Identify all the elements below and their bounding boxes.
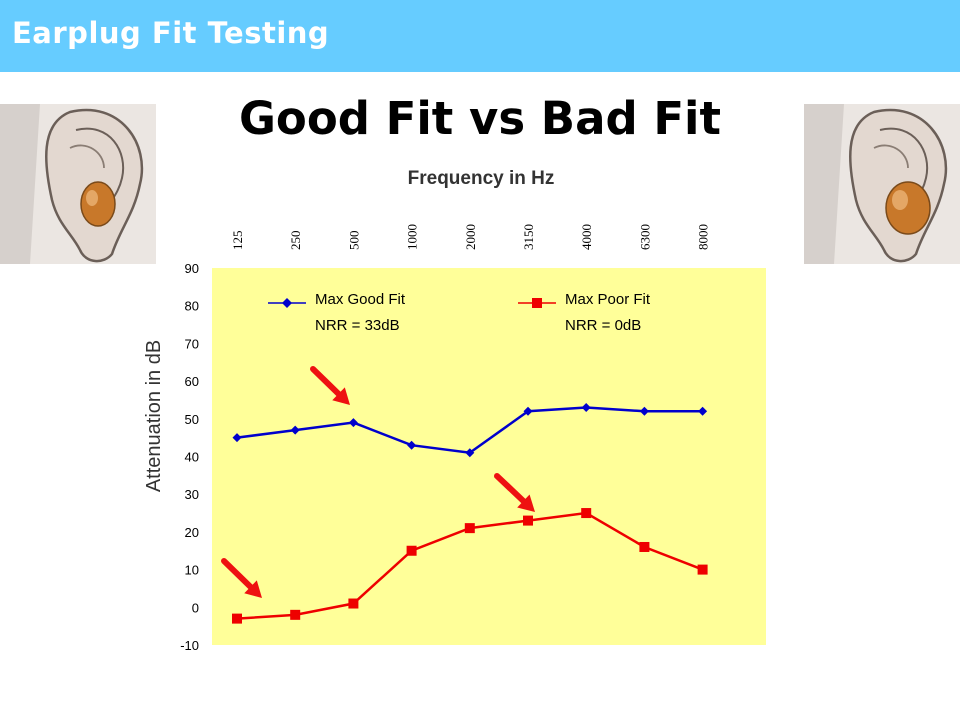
data-point (232, 613, 242, 624)
x-tick-label: 4000 (579, 224, 594, 250)
legend-marker (532, 298, 542, 308)
y-tick-label: 60 (185, 374, 199, 389)
plot-area (212, 268, 766, 645)
data-point (639, 541, 650, 552)
data-point (290, 609, 301, 620)
data-point (348, 598, 359, 609)
y-tick-label: 30 (185, 487, 199, 502)
y-tick-labels: 90 80 70 60 50 40 30 20 10 0 -10 (180, 261, 199, 653)
arrow-icon (494, 473, 535, 512)
header-bar: Earplug Fit Testing (0, 0, 960, 72)
header-title: Earplug Fit Testing (12, 16, 330, 50)
x-tick-label: 250 (288, 231, 303, 251)
x-tick-label: 125 (230, 231, 245, 251)
y-tick-label: 70 (185, 336, 199, 351)
data-point (290, 425, 300, 435)
data-point (698, 406, 708, 416)
y-tick-label: 40 (185, 450, 199, 465)
x-tick-label: 2000 (463, 224, 478, 250)
data-point (406, 545, 417, 556)
x-axis-label: Frequency in Hz (408, 168, 555, 189)
legend-series-note: NRR = 33dB (315, 317, 400, 334)
x-tick-label: 1000 (405, 224, 420, 250)
legend-series-note: NRR = 0dB (565, 317, 641, 334)
data-point (465, 448, 475, 458)
y-tick-label: 10 (185, 563, 199, 578)
x-tick-label: 8000 (696, 224, 711, 250)
data-point (523, 515, 533, 526)
legend-series-name: Max Good Fit (315, 291, 406, 308)
x-tick-label: 6300 (637, 224, 652, 250)
legend-marker (282, 298, 292, 308)
y-tick-label: 0 (192, 600, 199, 615)
data-point (348, 418, 358, 428)
arrow-icon (221, 558, 262, 598)
data-point (464, 523, 475, 534)
y-tick-label: 90 (185, 261, 199, 276)
slide-title: Good Fit vs Bad Fit (239, 92, 721, 145)
y-tick-label: 50 (185, 412, 199, 427)
data-point (232, 433, 242, 443)
data-point (639, 406, 649, 416)
y-axis-label: Attenuation in dB (143, 340, 165, 492)
y-tick-label: 80 (185, 299, 199, 314)
data-point (523, 406, 533, 416)
arrow-icon (310, 366, 350, 405)
data-point (581, 508, 592, 519)
annotation-arrows (221, 366, 535, 598)
ear-with-good-fit-earplug-icon (0, 104, 156, 264)
y-tick-label: -10 (180, 638, 199, 653)
data-point (581, 402, 591, 412)
x-tick-labels: 125 250 500 1000 2000 3150 4000 6300 8000 (230, 224, 711, 250)
y-tick-label: 20 (185, 525, 199, 540)
series-lines (232, 402, 708, 624)
x-tick-label: 500 (346, 231, 361, 251)
data-point (407, 440, 417, 450)
data-point (697, 564, 708, 575)
x-tick-label: 3150 (521, 224, 536, 250)
ear-with-poor-fit-earplug-icon (804, 104, 960, 264)
legend-series-name: Max Poor Fit (565, 291, 651, 308)
legend: Max Good Fit NRR = 33dB Max Poor Fit NRR = … (268, 291, 651, 334)
